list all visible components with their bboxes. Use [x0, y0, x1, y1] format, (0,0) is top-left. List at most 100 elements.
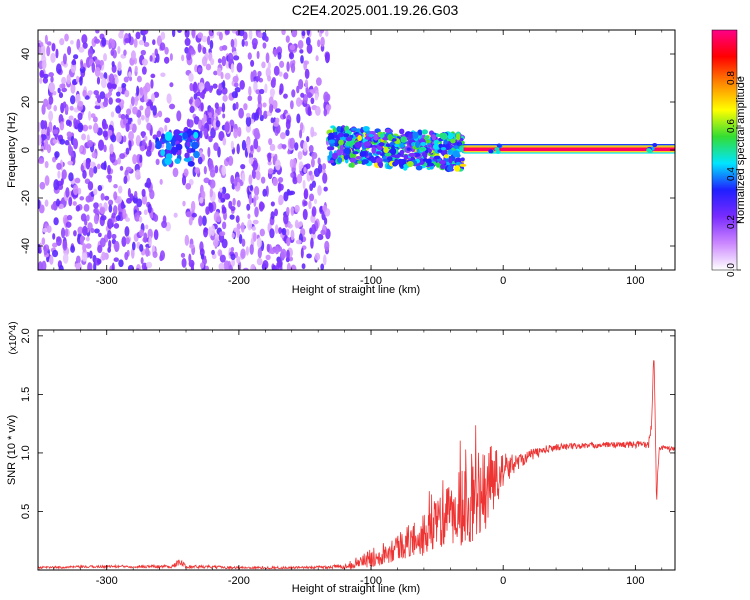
spectrogram-cell [86, 214, 90, 222]
spectrogram-cell [308, 193, 315, 202]
spectrogram-cell [459, 163, 467, 167]
spectrogram-cell [65, 119, 71, 126]
spectrogram-cell [261, 61, 266, 69]
spectrogram-cell [397, 158, 404, 165]
spectrogram-cell [307, 106, 312, 117]
spectrogram-cell [248, 174, 253, 185]
spectrogram-cell [420, 141, 427, 147]
spectrogram-cell [86, 139, 94, 148]
spectrogram-cell [146, 122, 152, 131]
spectrogram-cell [41, 260, 47, 270]
spectrogram-cell [232, 197, 236, 206]
spectrogram-cell [417, 129, 423, 136]
spectrogram-cell [424, 135, 430, 139]
spectrogram-cell [245, 115, 252, 127]
spectrogram-cell [191, 212, 197, 218]
spectrogram-cell [53, 105, 58, 112]
spectrogram-cell [62, 101, 67, 109]
spectrogram-cell [289, 44, 296, 51]
spectrogram-cell [201, 190, 205, 199]
spectrogram-cell [77, 112, 83, 121]
spectrogram-cell [258, 108, 263, 117]
spectrogram-cell [231, 30, 237, 34]
spectrogram-cell [50, 204, 55, 210]
spectrogram-cell [288, 52, 295, 60]
spectrogram-cell [159, 178, 163, 185]
x-tick-label: -100 [360, 275, 382, 287]
spectrogram-cell [129, 103, 133, 110]
y-tick-label: 2.0 [20, 328, 32, 343]
spectrogram-cell [70, 40, 74, 45]
spectrogram-cell [122, 135, 127, 143]
spectrogram-cell [433, 155, 441, 160]
spectrogram-cell [235, 215, 240, 224]
spectrogram-cell [43, 247, 48, 256]
spectrogram-cell [95, 30, 100, 34]
spectrogram-cell [42, 76, 49, 84]
spectrogram-cell [66, 214, 73, 221]
spectrogram-cell [67, 160, 74, 166]
spectrogram-cell [377, 162, 383, 167]
spectrogram-cell [73, 117, 77, 126]
spectrogram-cell [141, 188, 146, 198]
spectrogram-cell [371, 146, 377, 154]
spectrogram-cell [38, 199, 41, 210]
spectrogram-cell [103, 160, 107, 171]
spectrogram-cell [94, 38, 101, 44]
spectrogram-cell [303, 60, 308, 71]
colorbar-axis: 0.0 0.2 0.4 0.6 0.8 [726, 71, 741, 277]
spectrogram-cell [286, 206, 290, 216]
spectrogram-cell [247, 213, 251, 219]
spectrogram-cell [209, 187, 213, 198]
spectrogram-cell [257, 247, 262, 259]
spectrogram-cell [104, 195, 110, 201]
spectrogram-cell [328, 139, 336, 144]
spectrogram-cell [135, 31, 141, 40]
spectrogram-cell [230, 63, 235, 73]
spectrogram-cell [200, 253, 204, 260]
spectrogram-cell [445, 143, 450, 151]
spectrogram-cell [58, 92, 64, 99]
spectrogram-cell [274, 245, 280, 255]
spectrogram-cell [181, 175, 187, 186]
spectrogram-cell [233, 227, 239, 233]
spectrogram-cell [123, 49, 127, 56]
spectrogram-cell [251, 168, 257, 180]
spectrogram-cell [345, 136, 353, 142]
spectrogram-cell [145, 246, 150, 257]
spectrogram-cell [216, 110, 221, 116]
spectrogram-cell [82, 42, 88, 49]
spectrogram-cell [53, 217, 59, 226]
spectrogram-cell [314, 106, 321, 116]
spectrogram-cell [306, 92, 313, 99]
spectrogram-cell [325, 30, 329, 37]
spectrogram-cell [408, 152, 416, 158]
spectrogram-cell [435, 162, 441, 168]
spectrogram-cell [199, 150, 203, 158]
spectrogram-cell [60, 227, 66, 239]
spectrogram-cell [299, 122, 304, 131]
spectrogram-cell [169, 53, 173, 61]
spectrogram-cell [149, 55, 153, 62]
spectrogram-cell [99, 91, 106, 100]
spectrogram-cell [111, 233, 117, 240]
spectrogram-cell [408, 133, 413, 139]
spectrogram-cell [66, 74, 71, 85]
spectrogram-cell [40, 42, 44, 47]
spectrogram-cell [79, 145, 83, 153]
spectrogram-cell [185, 211, 192, 218]
spectrogram-cell [258, 201, 264, 212]
spectrogram-cell [222, 137, 227, 146]
spectrogram-cell [101, 251, 106, 261]
spectrogram-cell [164, 124, 168, 132]
spectrogram-cell [277, 259, 283, 268]
spectrogram-cell [210, 225, 216, 237]
spectrogram-cell [80, 165, 85, 172]
spectrogram-cell [290, 63, 296, 74]
spectrogram-cell [146, 177, 152, 189]
spectrogram-cell [155, 140, 162, 150]
spectrogram-cell [141, 66, 147, 75]
spectrogram-cell [85, 159, 91, 170]
spectrogram-cell [150, 73, 156, 79]
spectrogram-cell [44, 160, 49, 169]
